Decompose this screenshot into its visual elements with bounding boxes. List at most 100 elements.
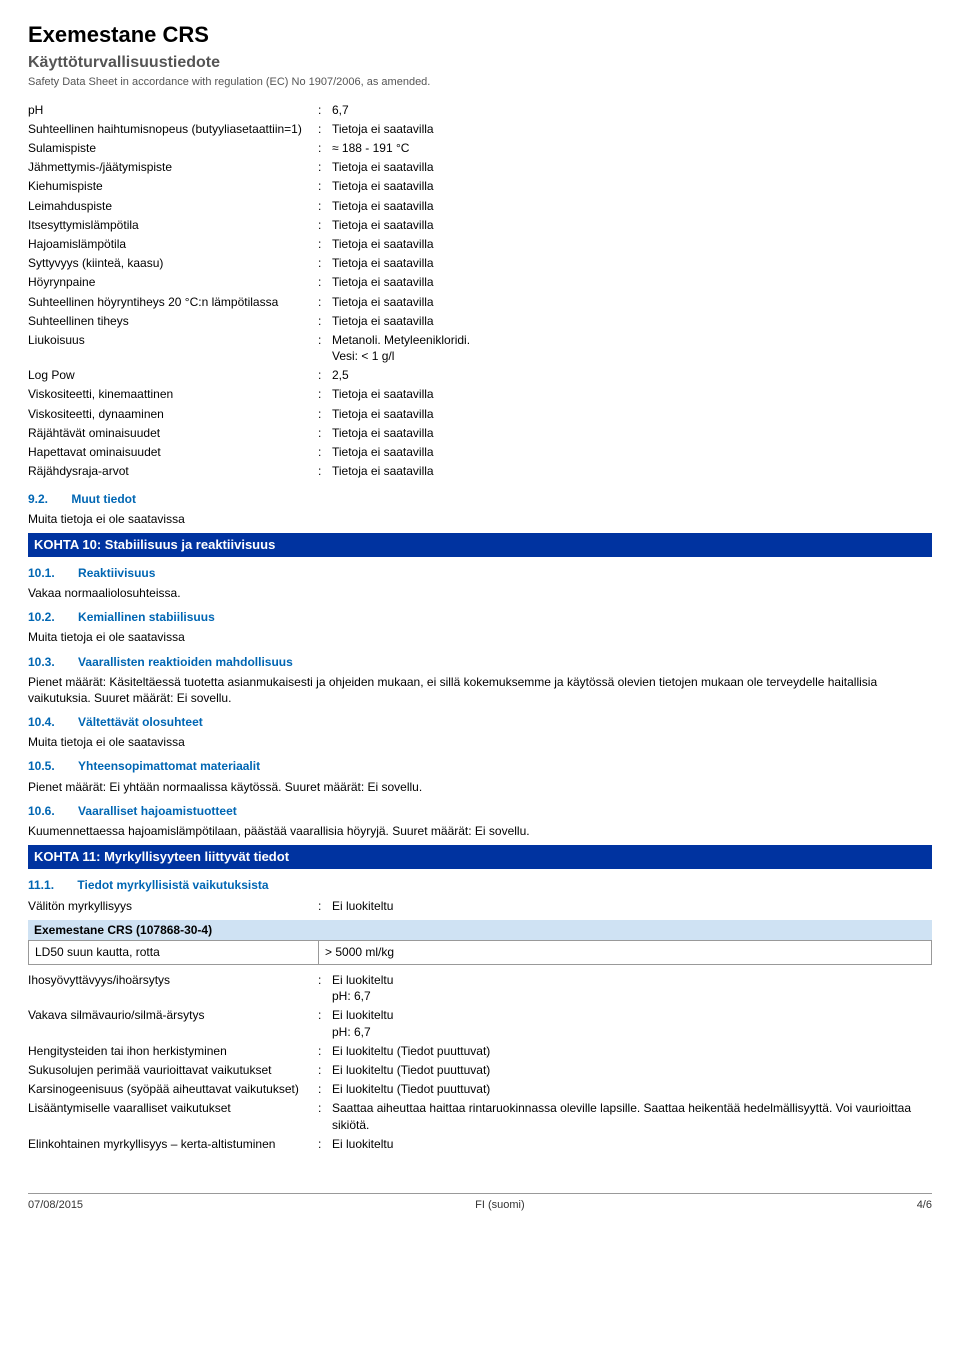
footer-page: 4/6: [917, 1198, 932, 1213]
section-body: Vakaa normaaliolosuhteissa.: [28, 585, 932, 601]
kv-row: Välitön myrkyllisyys:Ei luokiteltu: [28, 897, 932, 916]
kv-colon: :: [318, 178, 332, 194]
footer-lang: FI (suomi): [475, 1198, 525, 1213]
kv-value: Ei luokiteltu: [332, 898, 932, 914]
kv-row: Viskositeetti, dynaaminen:Tietoja ei saa…: [28, 404, 932, 423]
section-num: 10.6.: [28, 804, 55, 818]
kv-colon: :: [318, 274, 332, 290]
kv-colon: :: [318, 1100, 332, 1116]
kv-row: Suhteellinen tiheys:Tietoja ei saatavill…: [28, 311, 932, 330]
section-num: 11.1.: [28, 878, 54, 892]
kv-row: Räjähdysraja-arvot:Tietoja ei saatavilla: [28, 462, 932, 481]
kv-value: 2,5: [332, 367, 932, 383]
doc-regline: Safety Data Sheet in accordance with reg…: [28, 75, 932, 90]
kv-colon: :: [318, 1043, 332, 1059]
kv-row: Hajoamislämpötila:Tietoja ei saatavilla: [28, 234, 932, 253]
kv-row: Karsinogeenisuus (syöpää aiheuttavat vai…: [28, 1080, 932, 1099]
kv-label: Ihosyövyttävyys/ihoärsytys: [28, 972, 318, 988]
kv-row: Jähmettymis-/jäätymispiste:Tietoja ei sa…: [28, 158, 932, 177]
table-row: LD50 suun kautta, rotta> 5000 ml/kg: [29, 941, 932, 964]
section-10-4: 10.4. Vältettävät olosuhteet: [28, 714, 932, 730]
kv-colon: :: [318, 972, 332, 988]
kv-row: Kiehumispiste:Tietoja ei saatavilla: [28, 177, 932, 196]
kv-label: Suhteellinen haihtumisnopeus (butyyliase…: [28, 121, 318, 137]
section-9-2: 9.2. Muut tiedot: [28, 491, 932, 507]
kv-label: Hajoamislämpötila: [28, 236, 318, 252]
kv-label: Viskositeetti, dynaaminen: [28, 406, 318, 422]
kv-label: Höyrynpaine: [28, 274, 318, 290]
kv-label: Itsesyttymislämpötila: [28, 217, 318, 233]
kv-label: Syttyvyys (kiinteä, kaasu): [28, 255, 318, 271]
section-10-2: 10.2. Kemiallinen stabiilisuus: [28, 609, 932, 625]
kvlist-tox-a: Välitön myrkyllisyys:Ei luokiteltu: [28, 897, 932, 916]
section-num: 10.2.: [28, 610, 55, 624]
kv-label: Räjähtävät ominaisuudet: [28, 425, 318, 441]
section-title: Kemiallinen stabiilisuus: [78, 610, 215, 624]
kv-label: Liukoisuus: [28, 332, 318, 348]
kv-value: Tietoja ei saatavilla: [332, 444, 932, 460]
kv-label: Log Pow: [28, 367, 318, 383]
kv-label: Viskositeetti, kinemaattinen: [28, 386, 318, 402]
kv-value: Tietoja ei saatavilla: [332, 386, 932, 402]
kv-colon: :: [318, 1136, 332, 1152]
kv-row: Lisääntymiselle vaaralliset vaikutukset:…: [28, 1099, 932, 1134]
kv-row: Leimahduspiste:Tietoja ei saatavilla: [28, 196, 932, 215]
kv-colon: :: [318, 159, 332, 175]
kv-label: Suhteellinen tiheys: [28, 313, 318, 329]
kv-value: Ei luokiteltu pH: 6,7: [332, 972, 932, 1004]
kv-value: Tietoja ei saatavilla: [332, 406, 932, 422]
section-title: Vältettävät olosuhteet: [78, 715, 203, 729]
section-num: 10.1.: [28, 566, 55, 580]
kv-label: Elinkohtainen myrkyllisyys – kerta-altis…: [28, 1136, 318, 1152]
kv-label: Karsinogeenisuus (syöpää aiheuttavat vai…: [28, 1081, 318, 1097]
kv-colon: :: [318, 236, 332, 252]
section-title: Reaktiivisuus: [78, 566, 155, 580]
kv-value: Tietoja ei saatavilla: [332, 255, 932, 271]
section-num: 10.5.: [28, 759, 55, 773]
table-cell: LD50 suun kautta, rotta: [29, 941, 319, 964]
kv-value: ≈ 188 - 191 °C: [332, 140, 932, 156]
kv-colon: :: [318, 255, 332, 271]
section-10-5: 10.5. Yhteensopimattomat materiaalit: [28, 758, 932, 774]
section-body: Pienet määrät: Käsiteltäessä tuotetta as…: [28, 674, 932, 706]
kv-value: Metanoli. Metyleenikloridi. Vesi: < 1 g/…: [332, 332, 932, 364]
section-body: Muita tietoja ei ole saatavissa: [28, 629, 932, 645]
doc-subtitle: Käyttöturvallisuustiedote: [28, 52, 932, 74]
kv-row: Hapettavat ominaisuudet:Tietoja ei saata…: [28, 443, 932, 462]
section-11-1: 11.1. Tiedot myrkyllisistä vaikutuksista: [28, 877, 932, 893]
kv-row: Suhteellinen höyryntiheys 20 °C:n lämpöt…: [28, 292, 932, 311]
kv-label: Hapettavat ominaisuudet: [28, 444, 318, 460]
kv-row: Räjähtävät ominaisuudet:Tietoja ei saata…: [28, 423, 932, 442]
section-10-1: 10.1. Reaktiivisuus: [28, 565, 932, 581]
kv-value: Tietoja ei saatavilla: [332, 198, 932, 214]
kv-row: Ihosyövyttävyys/ihoärsytys:Ei luokiteltu…: [28, 971, 932, 1006]
kv-colon: :: [318, 367, 332, 383]
footer-date: 07/08/2015: [28, 1198, 83, 1213]
kv-value: Tietoja ei saatavilla: [332, 294, 932, 310]
kv-value: Tietoja ei saatavilla: [332, 121, 932, 137]
kohta-10-bar: KOHTA 10: Stabiilisuus ja reaktiivisuus: [28, 533, 932, 557]
kv-row: Liukoisuus:Metanoli. Metyleenikloridi. V…: [28, 330, 932, 365]
kv-row: Log Pow:2,5: [28, 366, 932, 385]
kv-row: Sulamispiste:≈ 188 - 191 °C: [28, 139, 932, 158]
kv-row: Viskositeetti, kinemaattinen:Tietoja ei …: [28, 385, 932, 404]
kv-label: Räjähdysraja-arvot: [28, 463, 318, 479]
kv-label: Jähmettymis-/jäätymispiste: [28, 159, 318, 175]
kv-colon: :: [318, 332, 332, 348]
kv-label: Välitön myrkyllisyys: [28, 898, 318, 914]
kv-label: Lisääntymiselle vaaralliset vaikutukset: [28, 1100, 318, 1116]
section-10-3: 10.3. Vaarallisten reaktioiden mahdollis…: [28, 654, 932, 670]
kv-row: Itsesyttymislämpötila:Tietoja ei saatavi…: [28, 215, 932, 234]
kv-value: Tietoja ei saatavilla: [332, 159, 932, 175]
kvlist-tox-b: Ihosyövyttävyys/ihoärsytys:Ei luokiteltu…: [28, 971, 932, 1154]
kv-value: Tietoja ei saatavilla: [332, 217, 932, 233]
kv-colon: :: [318, 386, 332, 402]
table-cell: > 5000 ml/kg: [319, 941, 932, 964]
section-body: Pienet määrät: Ei yhtään normaalissa käy…: [28, 779, 932, 795]
kv-row: Hengitysteiden tai ihon herkistyminen:Ei…: [28, 1041, 932, 1060]
section-body: Kuumennettaessa hajoamislämpötilaan, pää…: [28, 823, 932, 839]
kv-value: Ei luokiteltu: [332, 1136, 932, 1152]
kv-colon: :: [318, 102, 332, 118]
page-footer: 07/08/2015 FI (suomi) 4/6: [28, 1193, 932, 1213]
kv-colon: :: [318, 1062, 332, 1078]
